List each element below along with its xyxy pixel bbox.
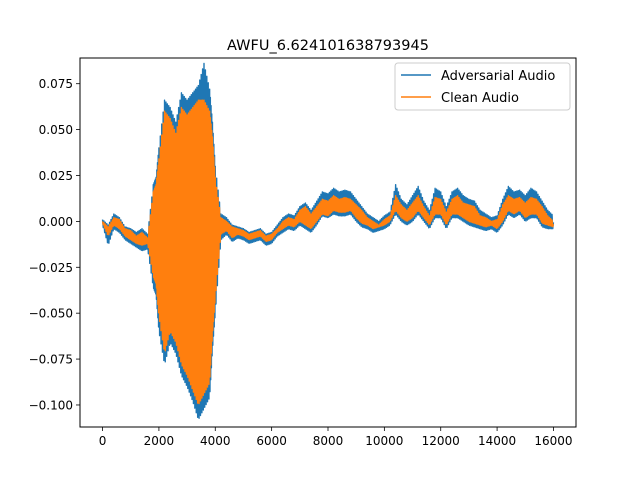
legend-label-clean-audio: Clean Audio: [441, 91, 519, 106]
y-tick-label: −0.025: [29, 261, 73, 275]
x-tick-label: 0: [99, 434, 107, 448]
series-line-clean-audio: [101, 99, 555, 405]
x-tick-label: 10000: [365, 434, 403, 448]
y-axis: 0.075 0.050 0.025 0.000 −0.025 −0.050 −0.075 −0…: [29, 77, 80, 412]
legend: Adversarial Audio Clean Audio: [394, 62, 571, 111]
x-tick-label: 16000: [534, 434, 572, 448]
y-tick-label: −0.075: [29, 353, 73, 367]
legend-label-adversarial-audio: Adversarial Audio: [441, 69, 555, 84]
y-tick-label: 0.075: [39, 77, 73, 91]
x-tick-label: 12000: [422, 434, 460, 448]
x-tick-label: 6000: [256, 434, 287, 448]
y-tick-label: 0.025: [39, 169, 73, 183]
chart-title: AWFU_6.624101638793945: [227, 38, 429, 54]
legend-box: [394, 62, 571, 111]
x-tick-label: 8000: [313, 434, 344, 448]
y-tick-label: −0.050: [29, 307, 73, 321]
y-tick-label: 0.000: [39, 215, 73, 229]
x-axis: 0 2000 4000 6000 8000 10000 12000 14000 16000: [99, 427, 573, 448]
y-tick-label: −0.100: [29, 398, 73, 412]
x-tick-label: 2000: [144, 434, 175, 448]
x-tick-label: 14000: [478, 434, 516, 448]
y-tick-label: 0.050: [39, 123, 73, 137]
x-tick-label: 4000: [200, 434, 231, 448]
series-layer: [101, 62, 555, 419]
